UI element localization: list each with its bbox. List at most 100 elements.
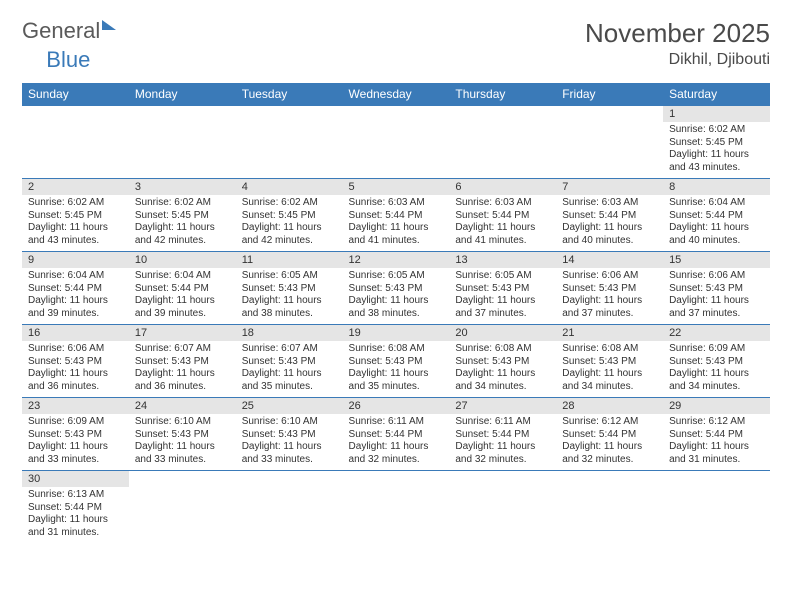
day-info-cell: Sunrise: 6:05 AMSunset: 5:43 PMDaylight:…: [343, 268, 450, 325]
day-number-cell: 20: [449, 325, 556, 342]
day-info-cell: Sunrise: 6:02 AMSunset: 5:45 PMDaylight:…: [129, 195, 236, 252]
title-block: November 2025 Dikhil, Djibouti: [585, 18, 770, 69]
day-number-cell: 22: [663, 325, 770, 342]
day-number-cell: 16: [22, 325, 129, 342]
weekday-header: Saturday: [663, 83, 770, 106]
day-info-cell: Sunrise: 6:08 AMSunset: 5:43 PMDaylight:…: [343, 341, 450, 398]
day-number-cell: [22, 106, 129, 123]
day-number-cell: [236, 106, 343, 123]
day-info-cell: Sunrise: 6:12 AMSunset: 5:44 PMDaylight:…: [663, 414, 770, 471]
weekday-header-row: Sunday Monday Tuesday Wednesday Thursday…: [22, 83, 770, 106]
day-number-cell: 24: [129, 398, 236, 415]
day-info-cell: Sunrise: 6:03 AMSunset: 5:44 PMDaylight:…: [556, 195, 663, 252]
day-info-cell: Sunrise: 6:03 AMSunset: 5:44 PMDaylight:…: [343, 195, 450, 252]
day-info-cell: [343, 487, 450, 543]
day-info-cell: [556, 122, 663, 179]
day-info-cell: [556, 487, 663, 543]
day-info-cell: Sunrise: 6:06 AMSunset: 5:43 PMDaylight:…: [663, 268, 770, 325]
day-number-cell: 13: [449, 252, 556, 269]
logo-text-2: Blue: [46, 47, 90, 73]
day-info-row: Sunrise: 6:02 AMSunset: 5:45 PMDaylight:…: [22, 195, 770, 252]
day-number-row: 2345678: [22, 179, 770, 196]
day-number-cell: 3: [129, 179, 236, 196]
day-info-cell: Sunrise: 6:07 AMSunset: 5:43 PMDaylight:…: [236, 341, 343, 398]
day-info-cell: Sunrise: 6:06 AMSunset: 5:43 PMDaylight:…: [22, 341, 129, 398]
day-info-cell: Sunrise: 6:11 AMSunset: 5:44 PMDaylight:…: [343, 414, 450, 471]
day-number-row: 16171819202122: [22, 325, 770, 342]
day-info-cell: Sunrise: 6:03 AMSunset: 5:44 PMDaylight:…: [449, 195, 556, 252]
weekday-header: Thursday: [449, 83, 556, 106]
day-info-cell: Sunrise: 6:13 AMSunset: 5:44 PMDaylight:…: [22, 487, 129, 543]
day-info-cell: [663, 487, 770, 543]
day-number-cell: 5: [343, 179, 450, 196]
day-number-cell: [449, 106, 556, 123]
day-number-cell: [129, 471, 236, 488]
day-number-row: 1: [22, 106, 770, 123]
weekday-header: Friday: [556, 83, 663, 106]
day-number-cell: 4: [236, 179, 343, 196]
logo-text-1: General: [22, 18, 100, 44]
weekday-header: Monday: [129, 83, 236, 106]
day-info-cell: Sunrise: 6:04 AMSunset: 5:44 PMDaylight:…: [22, 268, 129, 325]
day-info-row: Sunrise: 6:02 AMSunset: 5:45 PMDaylight:…: [22, 122, 770, 179]
day-info-cell: [449, 122, 556, 179]
weekday-header: Wednesday: [343, 83, 450, 106]
day-number-cell: 29: [663, 398, 770, 415]
calendar-table: Sunday Monday Tuesday Wednesday Thursday…: [22, 83, 770, 543]
weekday-header: Tuesday: [236, 83, 343, 106]
day-number-cell: [343, 471, 450, 488]
day-info-cell: Sunrise: 6:04 AMSunset: 5:44 PMDaylight:…: [663, 195, 770, 252]
day-info-cell: [449, 487, 556, 543]
day-number-row: 9101112131415: [22, 252, 770, 269]
day-info-cell: Sunrise: 6:04 AMSunset: 5:44 PMDaylight:…: [129, 268, 236, 325]
day-info-cell: Sunrise: 6:07 AMSunset: 5:43 PMDaylight:…: [129, 341, 236, 398]
day-info-cell: [129, 487, 236, 543]
weekday-header: Sunday: [22, 83, 129, 106]
day-number-cell: 18: [236, 325, 343, 342]
day-info-cell: Sunrise: 6:06 AMSunset: 5:43 PMDaylight:…: [556, 268, 663, 325]
day-number-cell: 11: [236, 252, 343, 269]
day-info-cell: Sunrise: 6:02 AMSunset: 5:45 PMDaylight:…: [236, 195, 343, 252]
day-info-cell: [129, 122, 236, 179]
day-info-cell: [343, 122, 450, 179]
day-number-cell: 19: [343, 325, 450, 342]
day-number-cell: [556, 471, 663, 488]
day-info-cell: Sunrise: 6:05 AMSunset: 5:43 PMDaylight:…: [236, 268, 343, 325]
day-number-cell: 7: [556, 179, 663, 196]
day-number-cell: 2: [22, 179, 129, 196]
day-number-cell: 28: [556, 398, 663, 415]
day-number-cell: 14: [556, 252, 663, 269]
day-info-cell: Sunrise: 6:09 AMSunset: 5:43 PMDaylight:…: [22, 414, 129, 471]
day-info-cell: [236, 122, 343, 179]
day-number-cell: 21: [556, 325, 663, 342]
day-number-cell: 15: [663, 252, 770, 269]
day-number-cell: 10: [129, 252, 236, 269]
day-info-cell: Sunrise: 6:02 AMSunset: 5:45 PMDaylight:…: [22, 195, 129, 252]
day-number-cell: 12: [343, 252, 450, 269]
day-number-cell: [236, 471, 343, 488]
day-info-cell: Sunrise: 6:08 AMSunset: 5:43 PMDaylight:…: [556, 341, 663, 398]
day-info-row: Sunrise: 6:04 AMSunset: 5:44 PMDaylight:…: [22, 268, 770, 325]
day-info-cell: Sunrise: 6:12 AMSunset: 5:44 PMDaylight:…: [556, 414, 663, 471]
day-number-cell: [449, 471, 556, 488]
month-title: November 2025: [585, 18, 770, 49]
day-number-cell: [343, 106, 450, 123]
day-info-cell: [236, 487, 343, 543]
day-info-cell: Sunrise: 6:10 AMSunset: 5:43 PMDaylight:…: [236, 414, 343, 471]
day-number-cell: [129, 106, 236, 123]
day-number-row: 30: [22, 471, 770, 488]
day-number-cell: [556, 106, 663, 123]
day-number-cell: 8: [663, 179, 770, 196]
day-info-cell: Sunrise: 6:02 AMSunset: 5:45 PMDaylight:…: [663, 122, 770, 179]
day-number-cell: 1: [663, 106, 770, 123]
day-info-row: Sunrise: 6:06 AMSunset: 5:43 PMDaylight:…: [22, 341, 770, 398]
day-info-cell: Sunrise: 6:05 AMSunset: 5:43 PMDaylight:…: [449, 268, 556, 325]
location: Dikhil, Djibouti: [585, 51, 770, 69]
day-info-cell: Sunrise: 6:10 AMSunset: 5:43 PMDaylight:…: [129, 414, 236, 471]
day-info-row: Sunrise: 6:13 AMSunset: 5:44 PMDaylight:…: [22, 487, 770, 543]
logo-flag-icon: [102, 20, 116, 30]
day-number-cell: 27: [449, 398, 556, 415]
day-number-row: 23242526272829: [22, 398, 770, 415]
day-info-cell: Sunrise: 6:08 AMSunset: 5:43 PMDaylight:…: [449, 341, 556, 398]
day-info-cell: [22, 122, 129, 179]
